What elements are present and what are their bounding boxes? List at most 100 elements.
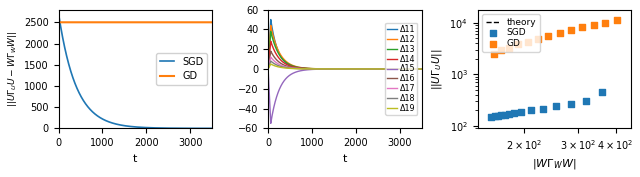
GD [181,21,189,23]
Δ18 [418,68,426,70]
theory [552,144,559,147]
SGD [504,112,515,115]
SGD [83,104,90,106]
Δ18 [323,68,331,70]
GD [513,43,523,46]
Legend: theory, SGD, GD: theory, SGD, GD [482,14,540,52]
GD [495,49,506,52]
theory [481,156,489,159]
Line: Δ17: Δ17 [268,57,422,69]
Δ18 [264,68,272,70]
Δ16 [364,68,372,70]
Line: theory: theory [485,134,622,158]
SGD [181,127,189,129]
Δ14 [418,68,426,70]
Line: Δ19: Δ19 [268,64,422,69]
Δ17 [390,68,398,70]
GD [147,21,154,23]
Δ19 [390,68,398,70]
Δ17 [264,68,272,70]
SGD [169,127,177,129]
Δ12 [390,68,398,70]
Line: Δ12: Δ12 [268,25,422,69]
Line: Δ14: Δ14 [268,41,422,69]
theory [563,142,570,145]
GD [208,21,216,23]
SGD [596,90,607,93]
Δ12 [364,68,372,70]
Δ11 [267,18,275,21]
Δ14 [267,40,275,42]
GD [600,21,611,24]
Δ16 [264,68,272,70]
GD [577,26,587,29]
Δ18 [292,67,300,70]
Δ16 [356,68,364,70]
SGD [493,114,503,117]
SGD [55,13,63,15]
SGD [500,113,510,116]
GD [533,37,543,40]
GD [504,46,515,49]
theory [618,133,626,135]
Δ11 [264,68,272,70]
GD [566,29,576,32]
Δ11 [292,66,300,68]
Δ15 [364,68,372,70]
Δ14 [379,68,387,70]
theory [513,151,520,153]
SGD [566,102,576,105]
Δ12 [356,68,364,70]
SGD [509,111,520,114]
Δ16 [292,67,300,69]
Δ14 [264,68,272,70]
GD [83,21,90,23]
Δ13 [356,68,364,70]
Δ16 [418,68,426,70]
Δ13 [379,68,387,70]
Δ12 [418,68,426,70]
Line: SGD: SGD [59,14,212,128]
Δ13 [418,68,426,70]
Δ18 [364,68,372,70]
theory [611,134,619,136]
GD [589,24,599,27]
Δ12 [379,68,387,70]
Δ16 [390,68,398,70]
Δ17 [379,68,387,70]
Δ19 [292,68,300,70]
Δ19 [364,68,372,70]
SGD [154,127,162,129]
X-axis label: t: t [342,154,347,164]
Δ12 [323,68,331,70]
Δ14 [356,68,364,70]
Δ15 [267,122,275,124]
GD [154,21,162,23]
Δ19 [418,68,426,70]
Line: Δ16: Δ16 [268,51,422,69]
Δ14 [292,66,300,68]
Δ11 [418,68,426,70]
Δ13 [323,68,331,70]
Δ17 [292,67,300,69]
X-axis label: t: t [133,154,138,164]
Δ14 [390,68,398,70]
Δ11 [390,68,398,70]
GD [555,31,565,34]
GD [113,21,121,23]
Δ13 [390,68,398,70]
GD [488,52,499,55]
Legend: SGD, GD: SGD, GD [156,53,207,85]
GD [612,18,622,21]
Δ13 [267,30,275,32]
theory [607,135,615,137]
Δ16 [267,50,275,52]
Line: Δ15: Δ15 [268,69,422,123]
Δ11 [364,68,372,70]
Δ19 [379,68,387,70]
X-axis label: $|W\Gamma_W W|$: $|W\Gamma_W W|$ [532,158,577,172]
Δ13 [292,66,300,68]
Δ12 [267,24,275,27]
SGD [538,107,548,110]
Δ13 [364,68,372,70]
